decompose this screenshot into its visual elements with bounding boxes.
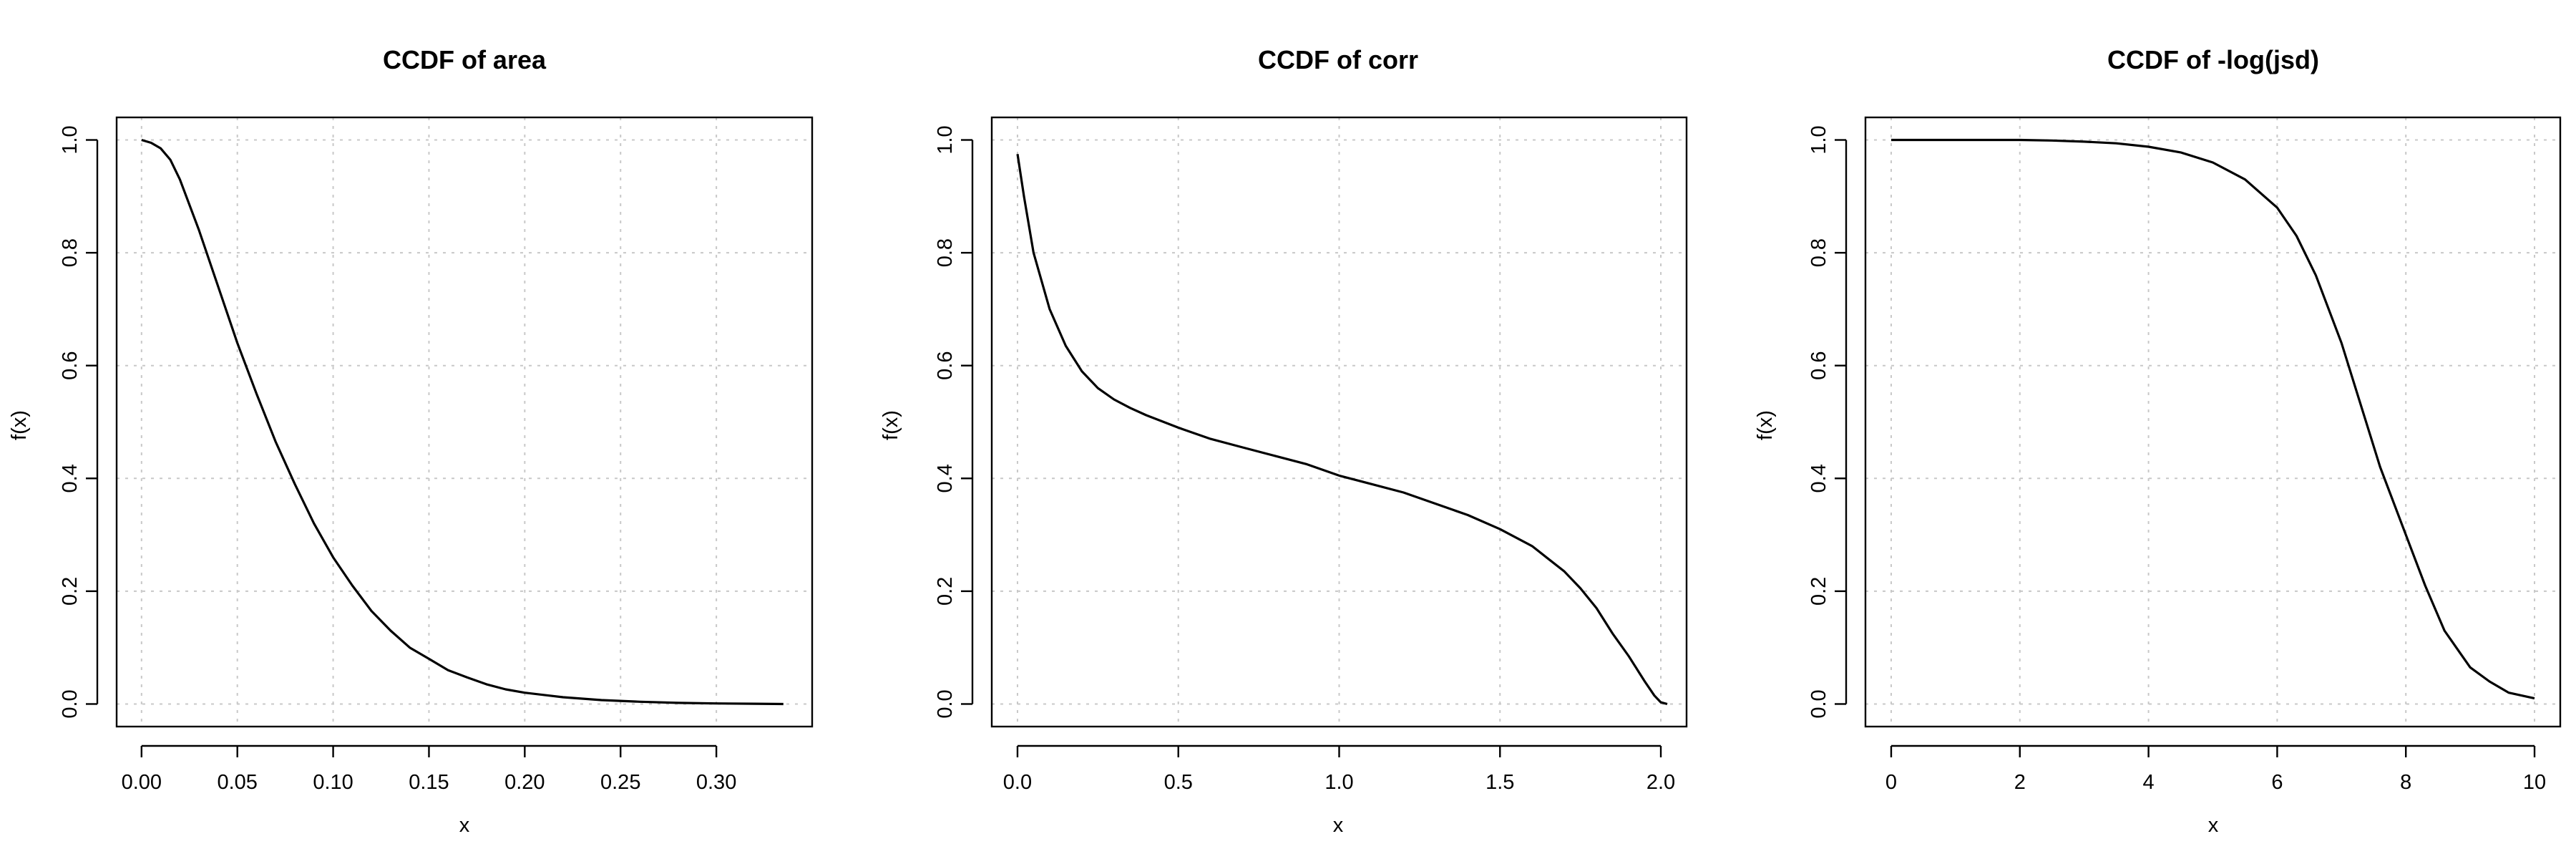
chart-title: CCDF of corr <box>1258 45 1418 74</box>
x-axis-label: x <box>459 814 470 837</box>
y-axis-label: f(x) <box>879 410 902 440</box>
x-tick-label: 0.00 <box>122 771 162 794</box>
y-axis-label: f(x) <box>1754 410 1777 440</box>
x-axis: 0.00 0.05 0.10 0.15 0.20 0.25 0.30 <box>122 744 736 794</box>
chart-title: CCDF of -log(jsd) <box>2107 45 2319 74</box>
y-tick-label: 0.6 <box>59 351 82 380</box>
y-axis: 0.0 0.2 0.4 0.6 0.8 1.0 <box>1807 125 1848 719</box>
y-tick-label: 1.0 <box>934 125 957 154</box>
ccdf-line <box>1016 153 1668 706</box>
y-tick-label: 0.2 <box>934 577 957 606</box>
ccdf-line <box>141 138 784 706</box>
x-tick-label: 6 <box>2271 771 2283 794</box>
y-tick-label: 0.4 <box>934 464 957 492</box>
ccdf-line <box>1891 138 2535 700</box>
x-tick-label: 0.5 <box>1164 771 1193 794</box>
plot-frame <box>990 116 1688 728</box>
y-axis-label: f(x) <box>8 410 31 440</box>
panel-area: CCDF of area x f(x) 0.00 0.05 0.10 0.15 0.20… <box>8 45 814 837</box>
x-tick-label: 0 <box>1885 771 1897 794</box>
x-axis: 0.0 0.5 1.0 1.5 2.0 <box>1003 744 1675 794</box>
x-tick-label: 0.05 <box>217 771 257 794</box>
plot-jsd: 0 2 4 6 8 10 0.0 0.2 0.4 0.6 0.8 1.0 <box>1807 116 2562 794</box>
plot-area: 0.00 0.05 0.10 0.15 0.20 0.25 0.30 0.0 0.2 0.4 0.6… <box>59 116 814 794</box>
chart-title: CCDF of area <box>383 45 547 74</box>
y-tick-label: 0.0 <box>59 689 82 718</box>
y-tick-label: 0.4 <box>59 464 82 492</box>
panel-jsd: CCDF of -log(jsd) x f(x) 0 2 4 6 8 100.00.20.… <box>1754 45 2562 837</box>
plot-corr: 0.0 0.5 1.0 1.5 2.0 0.0 0.2 0.4 0.6 0.8 1.0 <box>934 116 1688 794</box>
y-tick-label: 0.6 <box>1807 351 1830 380</box>
y-tick-label: 0.8 <box>59 238 82 267</box>
x-tick-label: 2.0 <box>1646 771 1675 794</box>
x-tick-label: 10 <box>2523 771 2546 794</box>
x-tick-label: 0.15 <box>409 771 449 794</box>
y-tick-label: 0.0 <box>934 689 957 718</box>
x-tick-label: 0.10 <box>313 771 353 794</box>
y-tick-label: 0.8 <box>1807 238 1830 267</box>
panel-corr: CCDF of corr x f(x) 0.0 0.5 1.0 1.5 2.00.00.… <box>879 45 1688 837</box>
x-tick-label: 1.5 <box>1485 771 1514 794</box>
y-tick-label: 1.0 <box>59 125 82 154</box>
x-tick-label: 8 <box>2400 771 2411 794</box>
y-axis: 0.0 0.2 0.4 0.6 0.8 1.0 <box>59 125 99 719</box>
y-tick-label: 0.6 <box>934 351 957 380</box>
x-axis-label: x <box>1333 814 1344 837</box>
x-tick-label: 0.30 <box>696 771 736 794</box>
x-tick-label: 0.20 <box>504 771 545 794</box>
plot-frame <box>1864 116 2562 728</box>
y-axis: 0.0 0.2 0.4 0.6 0.8 1.0 <box>934 125 974 719</box>
y-tick-label: 0.2 <box>59 577 82 606</box>
y-tick-label: 0.0 <box>1807 689 1830 718</box>
x-axis: 0 2 4 6 8 10 <box>1885 744 2546 794</box>
y-tick-label: 1.0 <box>1807 125 1830 154</box>
x-tick-label: 0.25 <box>600 771 640 794</box>
x-tick-label: 1.0 <box>1324 771 1353 794</box>
x-tick-label: 4 <box>2143 771 2155 794</box>
y-tick-label: 0.8 <box>934 238 957 267</box>
x-axis-label: x <box>2208 814 2219 837</box>
y-tick-label: 0.2 <box>1807 577 1830 606</box>
x-tick-label: 2 <box>2014 771 2026 794</box>
x-tick-label: 0.0 <box>1003 771 1032 794</box>
plot-frame <box>115 116 814 728</box>
y-tick-label: 0.4 <box>1807 464 1830 492</box>
